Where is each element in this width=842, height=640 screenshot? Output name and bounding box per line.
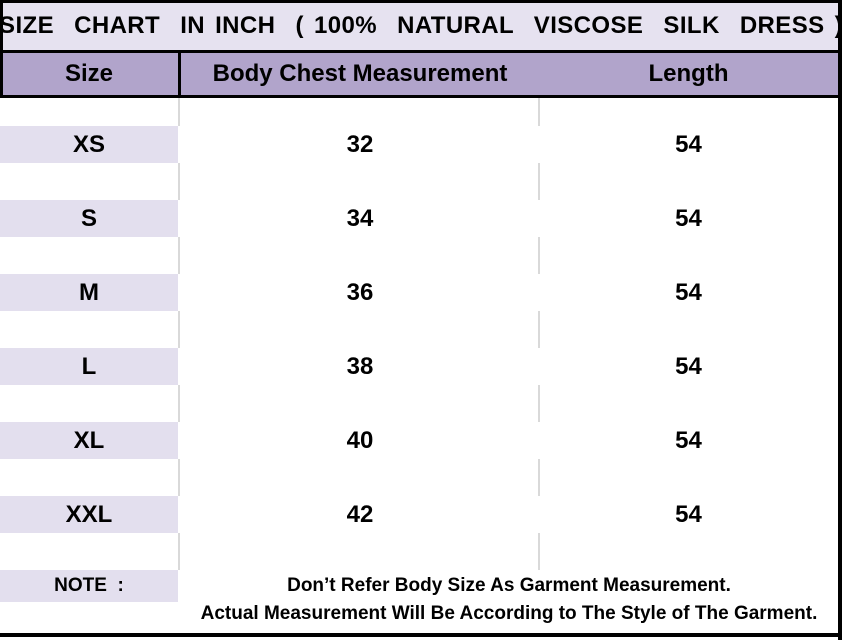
column-divider: [538, 98, 540, 126]
chest-cell: 42: [346, 500, 374, 528]
size-cell: S: [0, 200, 178, 237]
note-line-1: Don’t Refer Body Size As Garment Measure…: [287, 575, 731, 596]
column-divider: [178, 533, 180, 570]
table-header-band: [0, 50, 842, 98]
border-header-bottom: [0, 95, 842, 98]
column-divider: [178, 459, 180, 496]
column-divider: [178, 98, 180, 126]
length-cell: 54: [675, 500, 702, 528]
size-cell: XXL: [0, 496, 178, 533]
note-line-2: Actual Measurement Will Be According to …: [200, 603, 818, 624]
border-left: [0, 0, 3, 98]
column-divider: [538, 385, 540, 422]
note-text: Don’t Refer Body Size As Garment Measure…: [180, 572, 838, 628]
border-title-bottom: [0, 50, 842, 53]
header-length: Length: [648, 60, 729, 87]
header-chest: Body Chest Measurement: [212, 60, 508, 87]
length-cell: 54: [675, 278, 702, 306]
column-divider: [178, 311, 180, 348]
column-divider: [538, 533, 540, 570]
column-divider: [538, 459, 540, 496]
chest-cell: 34: [346, 204, 374, 232]
chest-cell: 36: [346, 278, 374, 306]
chest-cell: 40: [346, 426, 374, 454]
header-column-divider: [178, 53, 181, 95]
size-cell: M: [0, 274, 178, 311]
length-cell: 54: [675, 204, 702, 232]
header-size: Size: [64, 60, 114, 87]
length-cell: 54: [675, 130, 702, 158]
border-right: [838, 0, 842, 640]
column-divider: [538, 311, 540, 348]
chest-cell: 38: [346, 352, 374, 380]
column-divider: [538, 237, 540, 274]
size-cell: XS: [0, 126, 178, 163]
chest-cell: 32: [346, 130, 374, 158]
chart-title: SIZE CHART IN INCH ( 100% NATURAL VISCOS…: [0, 12, 842, 39]
border-top: [0, 0, 842, 3]
size-cell: XL: [0, 422, 178, 459]
title-band: SIZE CHART IN INCH ( 100% NATURAL VISCOS…: [0, 0, 842, 50]
note-label: NOTE :: [0, 570, 178, 602]
length-cell: 54: [675, 352, 702, 380]
column-divider: [178, 237, 180, 274]
column-divider: [178, 385, 180, 422]
border-bottom: [0, 633, 842, 637]
size-cell: L: [0, 348, 178, 385]
column-divider: [178, 163, 180, 200]
length-cell: 54: [675, 426, 702, 454]
column-divider: [538, 163, 540, 200]
